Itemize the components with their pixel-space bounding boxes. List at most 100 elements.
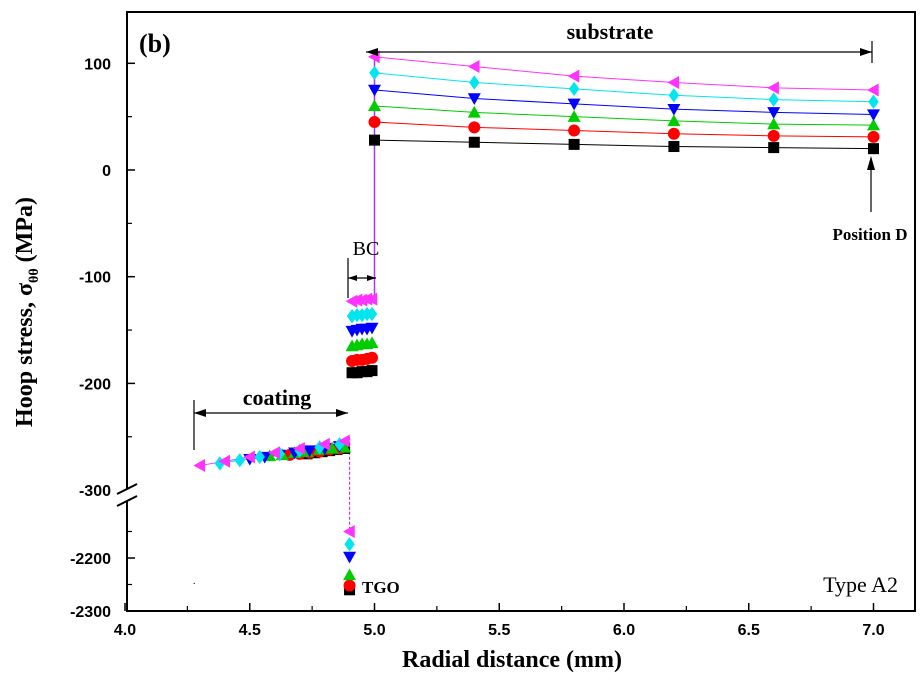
plot-frame — [126, 11, 916, 612]
y-axis-label-main: Hoop stress, σ — [12, 283, 38, 427]
series-2-coating-point-5 — [325, 441, 339, 454]
y-tick-label-0: 100 — [84, 56, 111, 73]
series-3-substrate-point-4 — [767, 107, 781, 119]
position-d-annotation: Position D — [832, 156, 908, 244]
series-4-substrate-point-2 — [568, 81, 580, 97]
series-4-substrate-point-1 — [469, 75, 480, 90]
series-1-substrate-line — [374, 121, 874, 138]
series-0-substrate-line — [374, 139, 874, 150]
x-tick-label-6: 7.0 — [862, 622, 884, 639]
substrate-label: substrate — [567, 19, 654, 44]
series-4-tgo-point-0 — [344, 537, 355, 552]
series-0-bc-point-4 — [366, 365, 378, 377]
series-5-substrate-point-3 — [667, 76, 680, 90]
y-axis-label-unit: (MPa) — [12, 197, 38, 262]
series-5-substrate-point-1 — [467, 60, 480, 74]
series-1-substrate-point-0 — [368, 115, 381, 128]
series-5-substrate-line — [374, 56, 874, 91]
series-1-substrate-point-5 — [867, 130, 880, 143]
series-3-bc-point-4 — [365, 322, 379, 335]
y-tick-label-4: -300 — [79, 483, 111, 500]
series-1-substrate-point-2 — [568, 124, 581, 137]
series-5-substrate-point-4 — [767, 81, 779, 95]
series-0-substrate-point-2 — [568, 138, 580, 150]
series-4-coating-point-1 — [234, 453, 245, 468]
series-4-bc-point-2 — [356, 307, 368, 323]
series-5-substrate-point-5 — [867, 83, 879, 97]
series-3-coating-point-4 — [303, 445, 317, 458]
series-4-substrate-point-0 — [369, 65, 380, 81]
series-0-substrate-point-0 — [369, 134, 380, 146]
coating-annotation: coating — [193, 385, 348, 450]
series-2-bc-point-4 — [365, 336, 379, 349]
series-0-substrate-point-4 — [768, 142, 780, 154]
series-3-substrate-point-0 — [368, 84, 381, 97]
x-axis-label: Radial distance (mm) — [402, 647, 622, 673]
series-1-substrate-point-3 — [667, 127, 680, 140]
series-5-coating-point-0 — [193, 459, 206, 473]
series-3-tgo-point-0 — [343, 551, 357, 564]
series-5-bc-point-2 — [355, 293, 368, 307]
coating-label: coating — [243, 385, 311, 410]
axis-ticks: 4.0 4.5 5.0 5.5 6.0 6.5 7.0 100 0 -100 -200 -300 -22… — [70, 56, 885, 639]
y-axis-label-subscript: θθ — [27, 268, 42, 283]
series-4-substrate-point-4 — [768, 92, 779, 107]
series-2-substrate-point-3 — [667, 114, 681, 127]
y-tick-label-3: -200 — [79, 376, 111, 393]
y-axis-label: Hoop stress, σθθ (MPa) — [12, 197, 42, 427]
series-5-bc-point-0 — [345, 294, 358, 308]
series-2-substrate-point-4 — [767, 117, 781, 130]
x-tick-label-2: 5.0 — [363, 622, 385, 639]
series-2-tgo-point-0 — [343, 568, 357, 581]
bc-label: BC — [353, 238, 380, 260]
series-2-substrate-point-1 — [467, 105, 481, 118]
series-2-substrate-point-0 — [368, 99, 381, 112]
tgo-label: TGO — [362, 578, 400, 597]
series-2-substrate-point-5 — [867, 118, 880, 131]
bc-annotation: BC — [347, 238, 380, 298]
series-3-substrate-point-1 — [467, 93, 481, 106]
series-4-substrate-line — [374, 72, 874, 103]
series-5-substrate-point-2 — [567, 69, 580, 83]
x-tick-label-1: 4.5 — [239, 622, 261, 639]
y-tick-label-6: -2300 — [70, 604, 111, 621]
x-tick-label-4: 6.0 — [613, 622, 635, 639]
series-0-substrate-point-3 — [668, 141, 680, 153]
series-1-tgo-point-0 — [343, 579, 356, 592]
substrate-annotation: substrate — [366, 19, 873, 63]
series-4-coating-point-2 — [254, 449, 265, 465]
series-5-bc-point-4 — [365, 292, 378, 306]
position-d-label: Position D — [832, 225, 907, 244]
type-label: Type A2 — [823, 572, 898, 597]
series-5-coating-point-4 — [293, 441, 305, 455]
series-markers — [193, 50, 880, 596]
series-3-substrate-line — [374, 89, 874, 116]
series-2-substrate-point-2 — [567, 110, 581, 122]
series-1-bc-point-4 — [366, 351, 379, 364]
series-5-coating-point-5 — [318, 437, 330, 451]
stray-dot: . — [193, 576, 196, 587]
series-5-coating-point-6 — [338, 434, 350, 448]
series-5-coating-point-1 — [218, 454, 230, 468]
series-1-substrate-point-1 — [468, 121, 481, 134]
series-0-substrate-point-1 — [468, 136, 480, 148]
y-tick-label-2: -100 — [79, 270, 111, 287]
axis-break — [116, 483, 138, 507]
y-tick-label-1: 0 — [102, 163, 111, 180]
series-5-tgo-point-0 — [343, 525, 355, 538]
series-5-coating-point-2 — [243, 450, 255, 464]
series-3-substrate-point-2 — [567, 98, 581, 111]
series-3-substrate-point-5 — [867, 109, 880, 122]
y-tick-label-5: -2200 — [70, 551, 111, 568]
series-1-substrate-point-4 — [767, 129, 780, 142]
series-2-substrate-line — [374, 105, 874, 126]
series-4-bc-point-4 — [366, 306, 378, 322]
panel-label: (b) — [139, 29, 171, 58]
series-4-substrate-point-3 — [668, 88, 680, 103]
x-tick-label-5: 6.5 — [738, 622, 760, 639]
series-3-substrate-point-3 — [667, 103, 681, 116]
x-tick-label-0: 4.0 — [114, 622, 136, 639]
series-5-coating-point-3 — [268, 446, 280, 460]
x-tick-label-3: 5.5 — [488, 622, 510, 639]
